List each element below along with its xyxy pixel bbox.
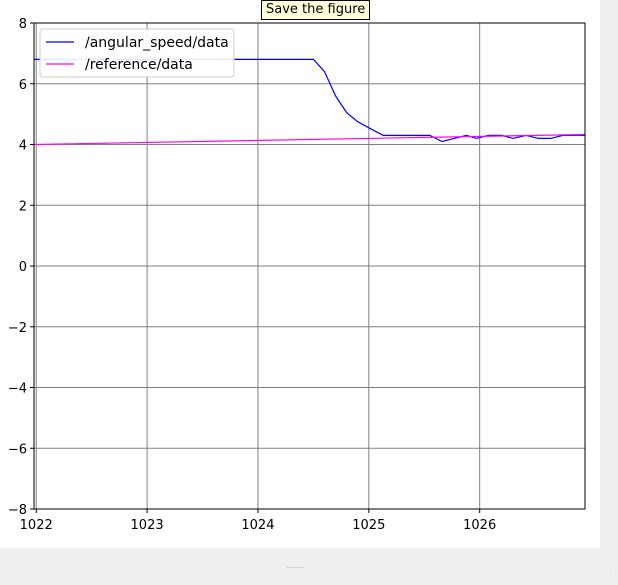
y-tick-label: 0	[19, 260, 27, 275]
y-tick-label: −8	[8, 503, 27, 518]
resize-grip-icon[interactable]: ⋰	[610, 574, 617, 582]
save-figure-tooltip: Save the figure	[261, 0, 371, 20]
y-tick-label: −6	[8, 442, 27, 457]
series-lines	[33, 58, 586, 146]
x-tick-label: 1023	[131, 518, 164, 533]
y-tick-label: 8	[19, 17, 27, 32]
legend: /angular_speed/data/reference/data	[39, 28, 235, 78]
series-line-1	[33, 133, 586, 146]
y-tick-label: −2	[8, 321, 27, 336]
right-panel-strip	[600, 0, 618, 548]
line-chart: 1022 1023 1024 1025 1026 −8 −6 −4 −2 0 2 4 6 8 /angul…	[8, 17, 586, 533]
y-tick-label: −4	[8, 382, 27, 397]
y-tick-label: 6	[19, 78, 27, 93]
legend-label: /angular_speed/data	[85, 35, 229, 51]
axis-ticks: 1022 1023 1024 1025 1026 −8 −6 −4 −2 0 2 4 6 8	[8, 17, 496, 533]
x-tick-label: 1024	[241, 518, 274, 533]
x-tick-label: 1026	[463, 518, 496, 533]
series-line-0	[34, 58, 585, 143]
figure-canvas[interactable]: 1022 1023 1024 1025 1026 −8 −6 −4 −2 0 2 4 6 8 /angul…	[0, 0, 600, 548]
y-tick-label: 2	[19, 199, 27, 214]
y-tick-label: 4	[19, 139, 27, 154]
splitter-handle[interactable]	[287, 567, 303, 570]
x-tick-label: 1025	[352, 518, 385, 533]
legend-box	[39, 28, 235, 78]
legend-label: /reference/data	[85, 57, 193, 73]
grid-lines	[34, 22, 585, 510]
x-tick-label: 1022	[20, 518, 53, 533]
